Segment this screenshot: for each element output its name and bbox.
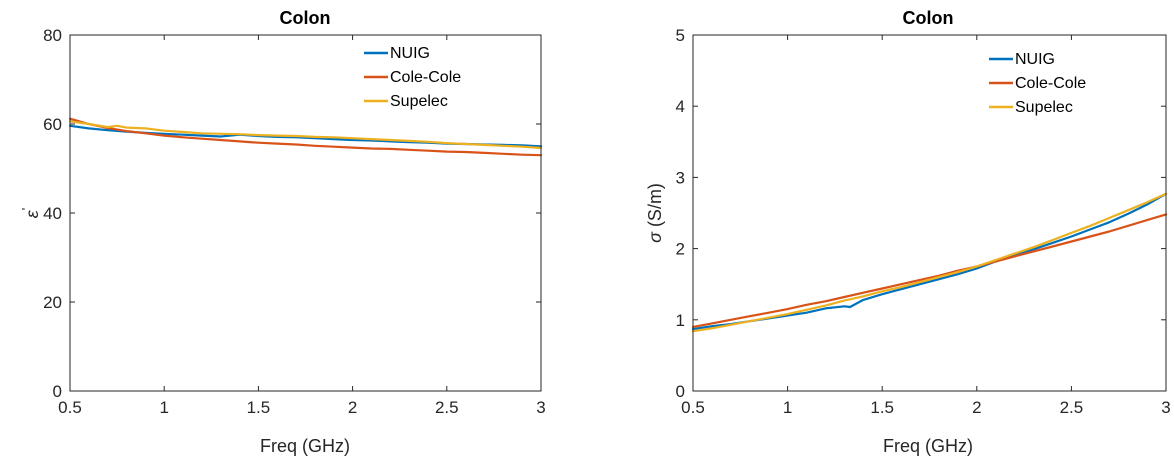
x-axis-label: Freq (GHz) [260,436,350,456]
x-tick-label: 1.5 [247,398,271,417]
axis-ticks: 0.5 1 1.5 2 2.5 3 0 20 40 60 80 [43,26,546,417]
series-layer [691,192,1168,333]
legend-label-cole-cole: Cole-Cole [390,69,461,86]
x-tick-label: 0.5 [681,398,705,417]
y-axis-label: ε' [19,208,42,218]
chart-title: Colon [280,8,331,28]
series-line-cole-cole [68,117,543,157]
legend: NUIG Cole-Cole Supelec [364,45,461,110]
legend-label-supelec: Supelec [390,93,448,110]
plot-area-border [692,34,1167,392]
y-tick-label: 60 [43,115,62,134]
x-tick-label: 2.5 [1060,398,1084,417]
series-line-supelec [68,120,543,150]
x-tick-label: 0.5 [58,398,82,417]
x-tick-label: 3 [536,398,545,417]
x-tick-label: 2 [972,398,981,417]
y-tick-label: 20 [43,293,62,312]
series-line-supelec [691,192,1168,333]
x-tick-label: 1 [783,398,792,417]
x-tick-label: 3 [1161,398,1170,417]
plot-area-border [69,34,542,392]
svg-text:ε': ε' [19,208,42,218]
axis-ticks: 0.5 1 1.5 2 2.5 3 0 1 2 3 4 5 [676,26,1171,417]
legend-label-cole-cole: Cole-Cole [1015,75,1086,92]
conductivity-chart: Colon Freq (GHz) σ (S/m) 0.5 1 1.5 2 2.5 3 0 1 2… [645,8,1171,456]
y-tick-label: 80 [43,26,62,45]
y-axis-label-unit: (S/m) [645,183,665,232]
y-axis-label-symbol: σ [645,231,665,243]
y-axis-label: σ (S/m) [645,183,665,243]
y-tick-label: 3 [676,168,685,187]
series-line-nuig [691,192,1168,331]
y-axis-label-prime: ' [19,208,34,210]
y-tick-label: 0 [676,382,685,401]
series-line-cole-cole [691,213,1168,328]
chart-title: Colon [903,8,954,28]
x-axis-label: Freq (GHz) [883,436,973,456]
legend-label-nuig: NUIG [1015,51,1055,68]
permittivity-chart: Colon Freq (GHz) ε' 0.5 1 1.5 2 2.5 3 0 20 40 60 8… [19,8,546,456]
y-tick-label: 1 [676,311,685,330]
svg-text:σ (S/m): σ (S/m) [645,183,665,243]
legend-label-supelec: Supelec [1015,99,1073,116]
x-tick-label: 2 [348,398,357,417]
x-tick-label: 1.5 [870,398,894,417]
legend-label-nuig: NUIG [390,45,430,62]
y-tick-label: 2 [676,240,685,259]
y-axis-label-symbol: ε [22,209,42,218]
legend: NUIG Cole-Cole Supelec [989,51,1086,116]
y-tick-label: 40 [43,204,62,223]
y-tick-label: 0 [53,382,62,401]
series-layer [68,117,543,157]
x-tick-label: 1 [159,398,168,417]
y-tick-label: 5 [676,26,685,45]
x-tick-label: 2.5 [435,398,459,417]
y-tick-label: 4 [676,97,685,116]
